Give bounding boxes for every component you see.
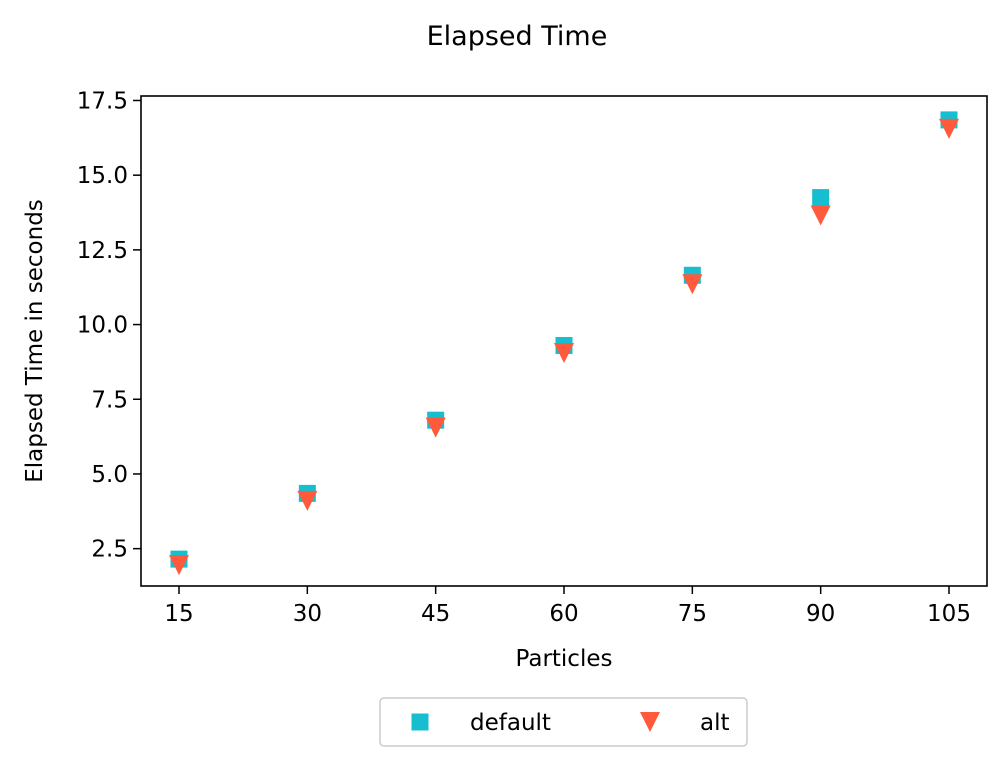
y-tick-label: 10.0 [77, 313, 128, 339]
y-tick-label: 5.0 [91, 462, 128, 488]
y-axis-label: Elapsed Time in seconds [22, 199, 48, 483]
legend-marker-alt [640, 712, 660, 732]
x-tick-label: 15 [164, 601, 193, 627]
legend-marker-default [411, 713, 429, 731]
point-alt [425, 417, 446, 438]
data-points [169, 111, 959, 576]
x-axis-label: Particles [516, 646, 613, 672]
legend-label-alt: alt [700, 710, 730, 736]
point-alt [297, 490, 318, 511]
point-alt [554, 342, 574, 363]
y-tick-label: 12.5 [77, 238, 128, 264]
legend-box [379, 697, 748, 747]
x-axis: 15 30 45 60 75 90 105 [164, 586, 971, 627]
legend: default alt [379, 697, 748, 747]
x-tick-label: 45 [421, 601, 450, 627]
y-tick-label: 17.5 [77, 88, 128, 114]
y-axis: 2.5 5.0 7.5 10.0 12.5 15.0 17.5 [77, 88, 141, 563]
point-alt [939, 118, 959, 139]
x-tick-label: 90 [806, 601, 835, 627]
x-tick-label: 75 [678, 601, 707, 627]
y-tick-label: 15.0 [77, 163, 128, 189]
point-default [812, 189, 830, 207]
point-alt [169, 555, 189, 576]
x-tick-label: 60 [549, 601, 578, 627]
y-tick-label: 2.5 [91, 537, 128, 563]
point-alt [682, 274, 703, 295]
x-tick-label: 105 [927, 601, 971, 627]
chart-title: Elapsed Time [427, 21, 608, 52]
x-tick-label: 30 [293, 601, 322, 627]
point-alt [810, 205, 831, 226]
y-tick-label: 7.5 [91, 387, 128, 413]
legend-label-default: default [470, 710, 551, 736]
